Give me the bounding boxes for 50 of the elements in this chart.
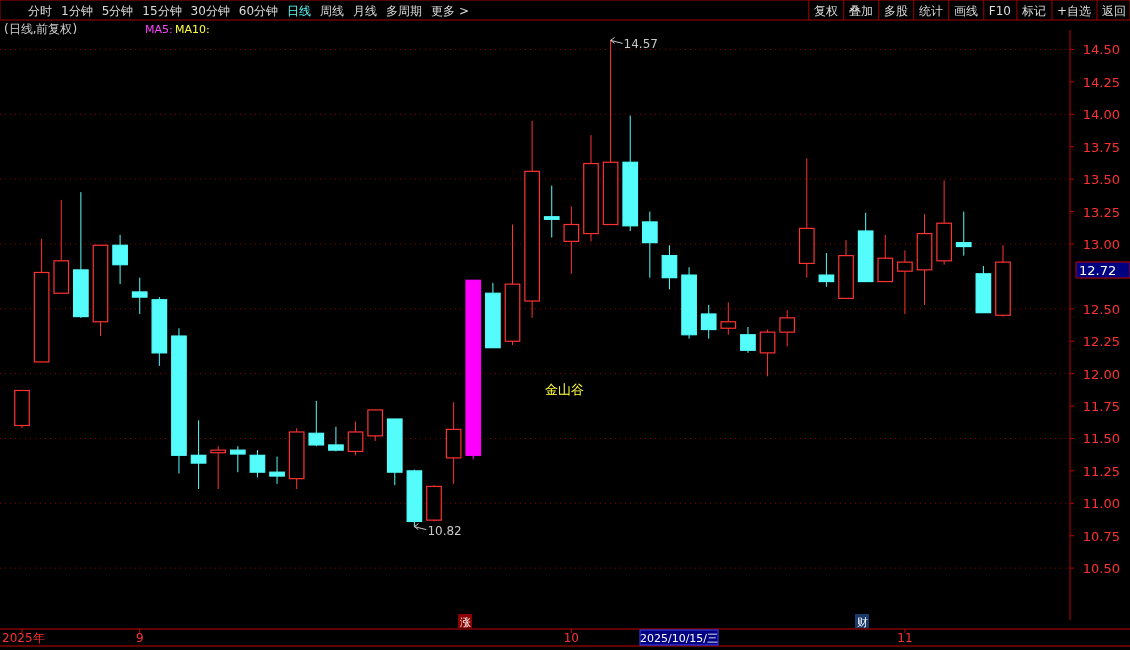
y-tick-label: 11.00 [1082, 496, 1120, 512]
y-tick-label: 12.25 [1082, 334, 1120, 350]
chart-title: (日线,前复权) [4, 22, 78, 36]
text: 5分钟 [101, 4, 134, 18]
text: 标记 [1020, 4, 1046, 18]
y-tick-label: 11.25 [1082, 463, 1120, 479]
annotation: MA10: [175, 23, 210, 36]
y-tick-label: 14.00 [1082, 107, 1120, 123]
text: 多周期 [386, 4, 423, 18]
text: 30分钟 [190, 4, 230, 18]
text: +自选 [1056, 4, 1091, 18]
y-tick-label: 11.50 [1082, 431, 1120, 447]
text: F10 [988, 4, 1011, 18]
text: 15分钟 [142, 4, 182, 18]
y-tick-label: 12.00 [1082, 366, 1120, 382]
text: 2025/10/15/三 [639, 632, 719, 645]
text: 多股 [883, 4, 908, 18]
annotation: 14.57 [623, 37, 658, 52]
y-tick-label: 13.00 [1082, 236, 1120, 252]
annotation: 涨 [459, 616, 471, 629]
text: 返回 [1102, 4, 1126, 18]
x-tick-label: 11 [897, 631, 913, 645]
text: 月线 [353, 4, 378, 18]
y-tick-label: 14.50 [1082, 42, 1120, 58]
annotation: 财 [856, 616, 868, 629]
y-tick-label: 10.50 [1082, 561, 1120, 577]
text: 周线 [320, 4, 345, 18]
text: 12.72 [1079, 263, 1117, 278]
y-tick-label: 12.50 [1082, 301, 1120, 317]
text: 60分钟 [238, 4, 279, 18]
text: 复权 [813, 4, 838, 18]
y-tick-label: 13.75 [1082, 139, 1120, 155]
x-tick-label: 2025年 [2, 631, 45, 645]
x-tick-label: 10 [563, 631, 579, 645]
y-tick-label: 10.75 [1082, 528, 1120, 544]
annotation: 10.82 [427, 523, 462, 538]
text: 1分钟 [61, 4, 93, 18]
text: 日线 [287, 4, 312, 18]
y-tick-label: 14.25 [1082, 74, 1120, 90]
annotation: MA5: [145, 23, 173, 36]
y-tick-label: 13.25 [1082, 204, 1120, 220]
text: 分时 [28, 4, 52, 18]
annotation: 金山谷 [545, 382, 584, 397]
y-tick-label: 13.50 [1082, 172, 1120, 188]
y-tick-label: 11.75 [1082, 399, 1120, 415]
text: 画线 [953, 4, 978, 18]
text: 统计 [918, 4, 943, 18]
text: 叠加 [848, 4, 873, 18]
x-tick-label: 9 [135, 631, 144, 645]
text: 更多 > [431, 4, 469, 18]
